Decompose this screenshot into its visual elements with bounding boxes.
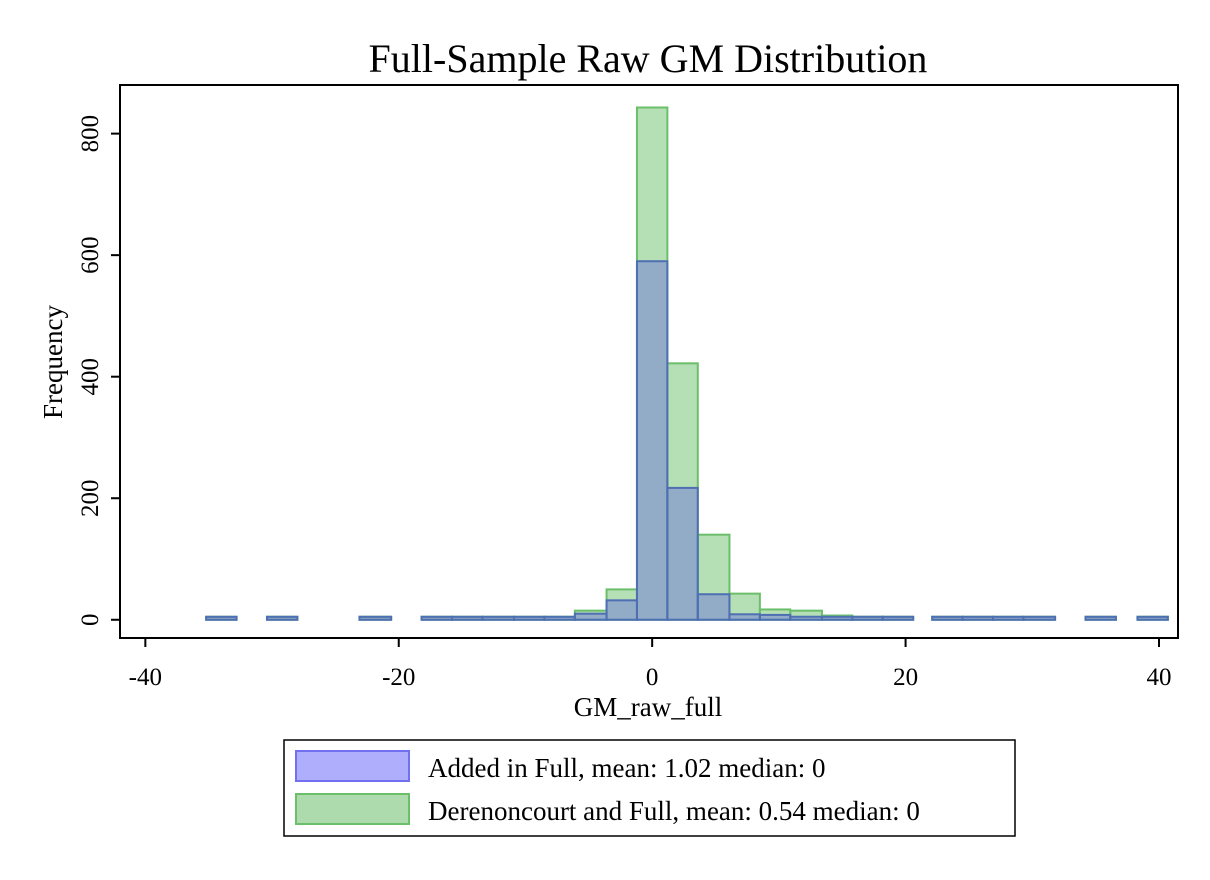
bar-added-22	[1022, 615, 1057, 621]
bar-added-20	[961, 615, 995, 621]
bar-added-0	[205, 615, 238, 621]
legend-swatch-added	[295, 750, 410, 782]
bar-added-7	[543, 615, 576, 621]
bar-added-5	[481, 615, 516, 621]
x-tick-label-0: 0	[646, 664, 659, 691]
bar-added-21	[992, 615, 1025, 621]
bar-added-4	[450, 615, 484, 621]
x-tick-label--40: -40	[129, 664, 162, 691]
legend-label-derenoncourt: Derenoncourt and Full, mean: 0.54 median…	[428, 796, 920, 826]
chart-title: Full-Sample Raw GM Distribution	[369, 36, 928, 81]
bar-added-6	[513, 615, 546, 621]
legend-swatch-derenoncourt	[295, 793, 410, 825]
bar-added-8	[573, 612, 608, 621]
bar-added-13	[728, 613, 761, 621]
bar-added-15	[789, 615, 823, 621]
bar-added-2	[358, 615, 393, 621]
y-tick-label-400: 400	[77, 358, 104, 396]
bar-added-17	[851, 615, 884, 621]
bar-added-10	[635, 260, 669, 621]
y-tick-label-800: 800	[77, 115, 104, 153]
bar-added-9	[605, 599, 638, 621]
y-tick-label-0: 0	[77, 614, 104, 627]
bar-added-11	[666, 486, 699, 621]
bar-added-24	[1136, 615, 1169, 621]
y-axis: 0 200 400 600 800	[77, 115, 120, 626]
x-axis: -40 -20 0 20 40	[129, 638, 1171, 691]
legend: Added in Full, mean: 1.02 median: 0 Dere…	[283, 739, 1016, 837]
bar-added-19	[931, 615, 964, 621]
bar-added-1	[265, 615, 299, 621]
y-tick-label-200: 200	[77, 479, 104, 517]
plot-area-frame	[119, 84, 1179, 639]
x-axis-title: GM_raw_full	[574, 692, 722, 722]
x-tick-label--20: -20	[382, 664, 415, 691]
bar-added-18	[881, 615, 915, 621]
bar-added-3	[420, 615, 453, 621]
x-tick-label-40: 40	[1146, 664, 1171, 691]
series-added-bars	[205, 260, 1169, 621]
y-tick-label-600: 600	[77, 236, 104, 274]
bar-added-12	[696, 593, 731, 621]
y-axis-title: Frequency	[38, 305, 68, 419]
bar-added-14	[758, 613, 792, 621]
bar-added-16	[820, 615, 854, 621]
x-tick-label-20: 20	[893, 664, 918, 691]
bar-derenoncourt-11	[666, 362, 699, 621]
bar-added-23	[1084, 615, 1117, 621]
legend-label-added: Added in Full, mean: 1.02 median: 0	[428, 753, 825, 783]
